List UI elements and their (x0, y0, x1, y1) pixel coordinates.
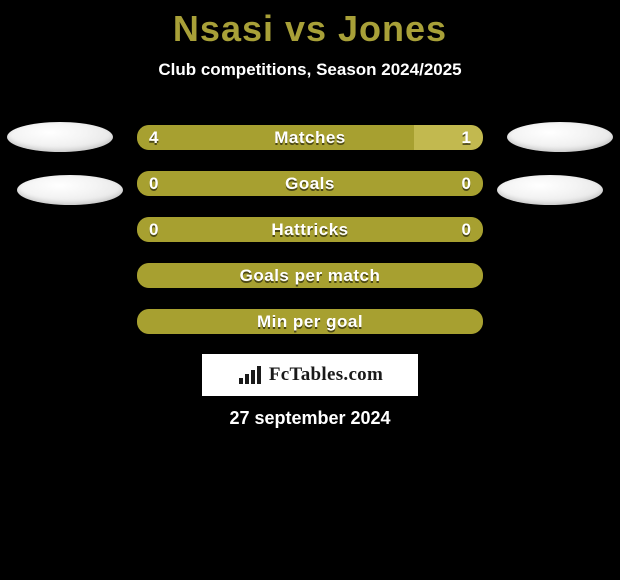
stat-bar: Goals per match (137, 263, 483, 288)
page-title: Nsasi vs Jones (0, 0, 620, 50)
logo-text: FcTables.com (269, 364, 383, 386)
bar-label: Hattricks (137, 217, 483, 242)
chart-icon (237, 364, 263, 386)
player-photo-right-2 (497, 175, 603, 205)
bar-label: Goals (137, 171, 483, 196)
bar-label: Matches (137, 125, 483, 150)
stat-bar: 41Matches (137, 125, 483, 150)
subtitle: Club competitions, Season 2024/2025 (0, 60, 620, 80)
stat-bar: 00Hattricks (137, 217, 483, 242)
bar-label: Goals per match (137, 263, 483, 288)
bar-label: Min per goal (137, 309, 483, 334)
stat-bar: 00Goals (137, 171, 483, 196)
logo-box: FcTables.com (202, 354, 418, 396)
player-photo-right-1 (507, 122, 613, 152)
stat-bar: Min per goal (137, 309, 483, 334)
stats-bars: 41Matches 00Goals 00Hattricks Goals per mat… (137, 125, 483, 355)
player-photo-left-1 (7, 122, 113, 152)
date-text: 27 september 2024 (0, 408, 620, 429)
player-photo-left-2 (17, 175, 123, 205)
